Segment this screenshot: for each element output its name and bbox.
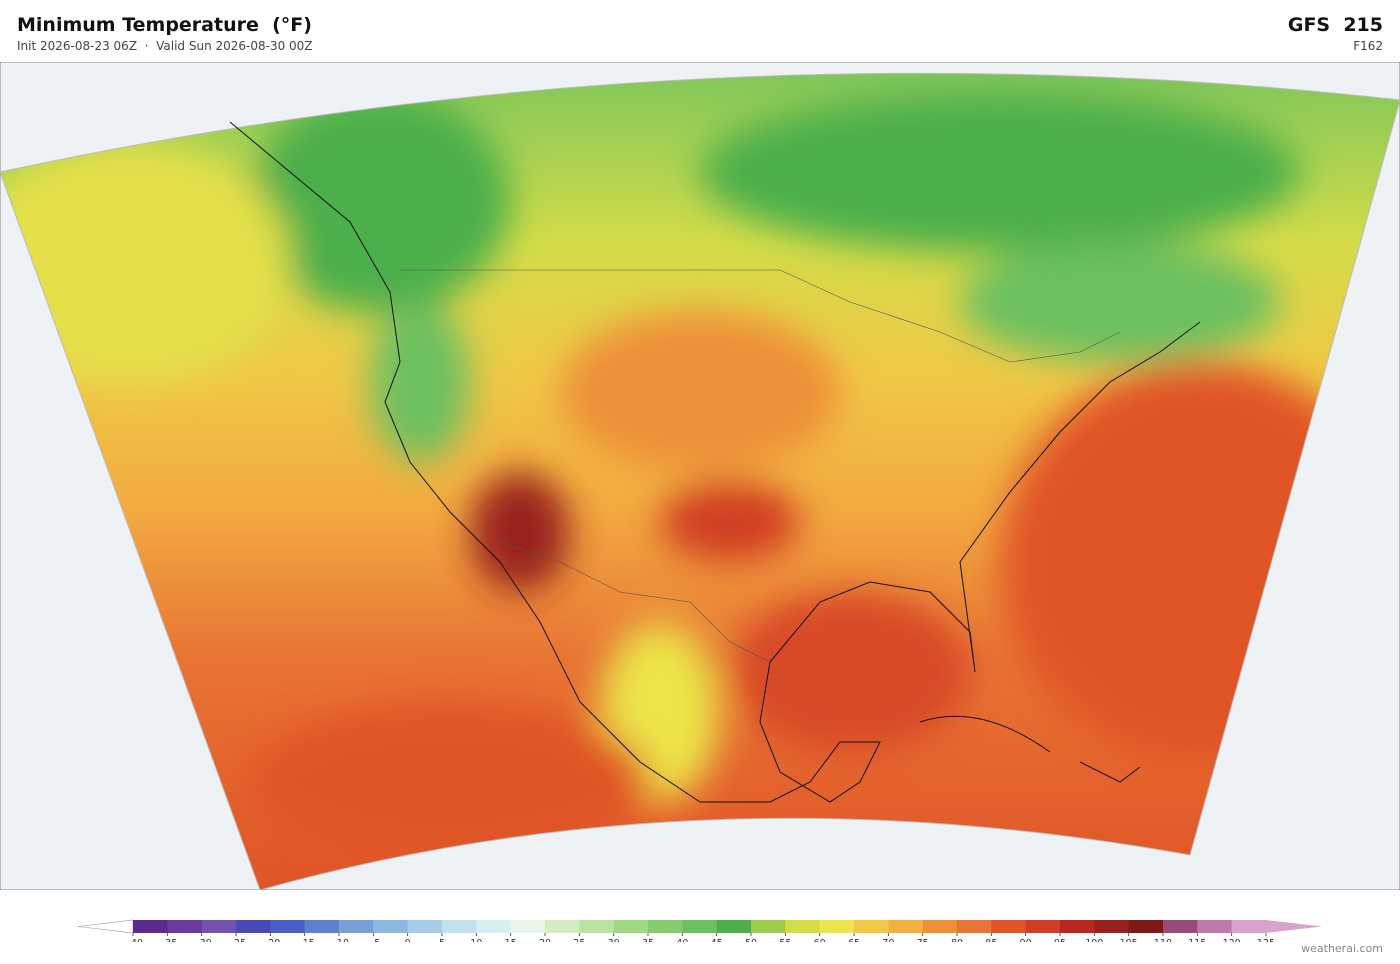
forecast-hour: F162 (1353, 39, 1383, 53)
colorbar-segment (716, 920, 752, 933)
colorbar-segment (682, 920, 718, 933)
colorbar-segment (236, 920, 271, 933)
colorbar-segment (270, 920, 306, 933)
colorbar-segment (304, 920, 340, 933)
colorbar-segment (510, 920, 546, 933)
colorbar-segment (1094, 920, 1130, 933)
colorbar-segment (407, 920, 443, 933)
colorbar-under (77, 919, 134, 934)
coastlines (229, 121, 1201, 803)
colorbar-segment (819, 920, 855, 933)
colorbar-segment (476, 920, 512, 933)
colorbar-label: 120 (1223, 938, 1241, 942)
colorbar-segment (579, 920, 615, 933)
colorbar-segment (991, 920, 1027, 933)
colorbar-segment (545, 920, 580, 933)
colorbar-label: 5 (439, 938, 445, 942)
colorbar-segment (888, 920, 924, 933)
colorbar-label: −10 (329, 938, 349, 942)
colorbar-label: 95 (1054, 938, 1066, 942)
colorbar-label: 10 (470, 938, 482, 942)
colorbar-segment (442, 920, 477, 933)
colorbar-label: 85 (985, 938, 997, 942)
colorbar: −40 −35 −30 −25 −20 −15 −10 −5 0 5 10 15 20 25 30 35 40 4… (77, 919, 1322, 942)
colorbar-label: 110 (1154, 938, 1172, 942)
colorbar-segment (1197, 920, 1233, 933)
colorbar-label: 30 (608, 938, 620, 942)
colorbar-label: 90 (1020, 938, 1032, 942)
colorbar-label: 15 (505, 938, 517, 942)
colorbar-label: 45 (711, 938, 723, 942)
colorbar-label: −40 (123, 938, 143, 942)
colorbar-over (1266, 920, 1322, 933)
colorbar-segment (1025, 920, 1061, 933)
colorbar-segment (785, 920, 821, 933)
colorbar-segment (922, 920, 958, 933)
colorbar-label: −20 (260, 938, 280, 942)
colorbar-segment (1128, 920, 1164, 933)
colorbar-segment (1060, 920, 1095, 933)
colorbar-label: −5 (366, 938, 380, 942)
colorbar-segment (167, 920, 203, 933)
title: Minimum Temperature (°F) (17, 14, 312, 36)
colorbar-label: 100 (1085, 938, 1103, 942)
colorbar-label: 40 (676, 938, 688, 942)
colorbar-label: 0 (405, 938, 411, 942)
colorbar-label: 75 (917, 938, 929, 942)
colorbar-segment (613, 920, 649, 933)
colorbar-segment (648, 920, 683, 933)
colorbar-label: 70 (882, 938, 894, 942)
watermark: weatherai.com (1301, 942, 1383, 955)
colorbar-label: −15 (295, 938, 315, 942)
borders (400, 269, 1121, 663)
colorbar-segment (201, 920, 237, 933)
colorbar-label: −30 (192, 938, 212, 942)
colorbar-segment (854, 920, 889, 933)
colorbar-label: 25 (573, 938, 585, 942)
colorbar-label: 35 (642, 938, 654, 942)
colorbar-segment (957, 920, 992, 933)
colorbar-label: 65 (848, 938, 860, 942)
colorbar-segment (1163, 920, 1198, 933)
colorbar-label: −25 (226, 938, 246, 942)
map (0, 62, 1400, 890)
colorbar-label: 20 (539, 938, 551, 942)
colorbar-segment (1231, 920, 1267, 933)
colorbar-segment (373, 920, 409, 933)
model-name: GFS 215 (1287, 14, 1383, 36)
colorbar-label: 50 (745, 938, 757, 942)
colorbar-label: 115 (1188, 938, 1206, 942)
colorbar-label: 80 (951, 938, 963, 942)
colorbar-label: −35 (157, 938, 177, 942)
colorbar-segment (751, 920, 786, 933)
colorbar-label: 55 (779, 938, 791, 942)
domain-outline (0, 72, 1400, 890)
colorbar-label: 105 (1120, 938, 1138, 942)
colorbar-label: 60 (814, 938, 826, 942)
colorbar-label: 125 (1257, 938, 1275, 942)
subtitle: Init 2026-08-23 06Z · Valid Sun 2026-08-… (17, 39, 313, 53)
colorbar-segment (133, 920, 168, 933)
colorbar-segment (339, 920, 374, 933)
